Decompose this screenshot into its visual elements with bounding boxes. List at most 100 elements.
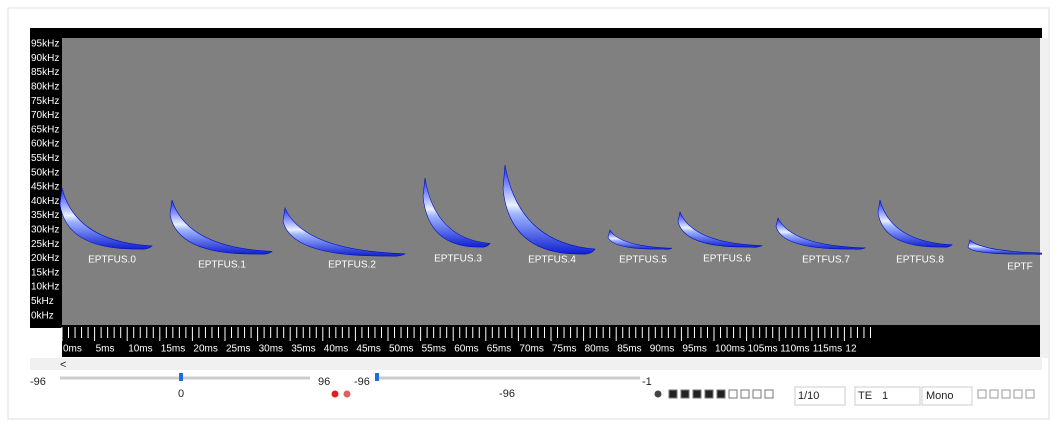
call-contour: [502, 164, 596, 255]
control-text: -1: [642, 376, 652, 388]
y-axis-label: 30kHz: [31, 225, 59, 236]
toolbar-button[interactable]: [1025, 389, 1035, 399]
spectrogram-layer: 0ms 5ms 10ms 15ms 20ms 25ms 30ms 35ms 40ms 45ms 50…: [59, 164, 1042, 355]
y-axis-label: 75kHz: [31, 96, 59, 107]
control-text: 96: [318, 376, 330, 388]
x-axis-label: 0ms: [63, 344, 82, 355]
record-button[interactable]: [343, 390, 351, 398]
x-axis-label: 105ms: [748, 344, 778, 355]
control-text: TE: [858, 390, 872, 402]
x-axis-label: 60ms: [454, 344, 478, 355]
y-axis-label: 0kHz: [31, 310, 54, 321]
y-axis-label: 40kHz: [31, 196, 59, 207]
x-axis-label: 40ms: [324, 344, 348, 355]
control-text: -96: [30, 376, 46, 388]
call-label: EPTFUS.5: [619, 255, 667, 266]
call-contour: [422, 177, 491, 248]
x-axis-label: 12: [845, 344, 857, 355]
toolbar-button[interactable]: [989, 389, 999, 399]
y-axis-strip: [30, 38, 62, 328]
control-text: 0: [178, 388, 184, 400]
call-contour: [677, 210, 764, 248]
call-label: EPTFUS.8: [896, 255, 944, 266]
y-axis-label: 85kHz: [31, 67, 59, 78]
y-axis-label: 50kHz: [31, 167, 59, 178]
y-axis-label: 10kHz: [31, 282, 59, 293]
y-axis-label: 55kHz: [31, 153, 59, 164]
y-axis-label: 70kHz: [31, 110, 59, 121]
call-contour: [967, 239, 1042, 255]
dropdown[interactable]: [921, 386, 973, 406]
x-axis-label: 90ms: [650, 344, 674, 355]
x-axis-label: 5ms: [96, 344, 115, 355]
call-contour: [169, 199, 273, 255]
toolbar-button[interactable]: [764, 389, 774, 399]
x-axis-label: 75ms: [552, 344, 576, 355]
h-scrollbar[interactable]: [30, 358, 1042, 370]
x-axis-label: 110ms: [780, 344, 809, 355]
y-axis-label: 15kHz: [31, 267, 59, 278]
call-label: EPTFUS.2: [328, 260, 376, 271]
y-axis-label: 45kHz: [31, 182, 59, 193]
toolbar-button[interactable]: [752, 389, 762, 399]
y-axis-label: 60kHz: [31, 139, 59, 150]
x-axis-label: 50ms: [389, 344, 413, 355]
toolbar-button[interactable]: [1013, 389, 1023, 399]
record-button[interactable]: [331, 390, 339, 398]
control-text[interactable]: <: [60, 359, 66, 371]
toolbar-button[interactable]: [716, 389, 726, 399]
x-axis-label: 55ms: [422, 344, 446, 355]
y-axis-label: 20kHz: [31, 253, 59, 264]
toolbar-button[interactable]: [740, 389, 750, 399]
x-axis-label: 45ms: [356, 344, 380, 355]
call-label: EPTFUS.0: [88, 255, 136, 266]
y-axis-label: 5kHz: [31, 296, 54, 307]
spectrogram: [62, 38, 1042, 325]
call-contour: [59, 187, 153, 250]
x-axis-label: 15ms: [161, 344, 185, 355]
x-axis-label: 115ms: [813, 344, 842, 355]
toolbar-button[interactable]: [977, 389, 987, 399]
call-contour: [877, 199, 953, 248]
call-label: EPTFUS.1: [198, 260, 246, 271]
call-label: EPTFUS.4: [528, 255, 576, 266]
toolbar-button[interactable]: [654, 390, 662, 398]
toolbar-button[interactable]: [1001, 389, 1011, 399]
x-axis-label: 35ms: [291, 344, 315, 355]
x-axis-label: 85ms: [617, 344, 641, 355]
call-contour: [607, 229, 673, 250]
call-label: EPTFUS.6: [703, 254, 751, 265]
x-axis-label: 65ms: [487, 344, 511, 355]
control-text: 1: [882, 390, 888, 402]
x-axis-label: 100ms: [715, 344, 745, 355]
dropdown[interactable]: [794, 386, 846, 406]
call-contour: [775, 217, 867, 250]
slider-thumb[interactable]: [375, 373, 379, 381]
slider-thumb[interactable]: [179, 373, 183, 381]
control-text: -96: [499, 388, 515, 400]
y-axis-label: 90kHz: [31, 53, 59, 64]
x-axis-label: 20ms: [193, 344, 217, 355]
v-scrollbar[interactable]: [1040, 38, 1048, 358]
toolbar-button[interactable]: [668, 389, 678, 399]
toolbar-button[interactable]: [692, 389, 702, 399]
x-axis-label: 70ms: [519, 344, 543, 355]
x-axis-label: 25ms: [226, 344, 250, 355]
call-contour: [282, 206, 406, 257]
y-axis-label: 25kHz: [31, 239, 59, 250]
control-text: Mono: [926, 390, 954, 402]
y-axis-label: 80kHz: [31, 82, 59, 93]
toolbar-button[interactable]: [728, 389, 738, 399]
toolbar-button[interactable]: [704, 389, 714, 399]
dropdown[interactable]: [854, 386, 921, 406]
call-label: EPTF: [1007, 262, 1033, 273]
x-axis-label: 10ms: [128, 344, 152, 355]
top-bar: [30, 28, 1042, 38]
x-axis-label: 80ms: [585, 344, 609, 355]
control-text: -96: [354, 376, 370, 388]
x-axis-label: 95ms: [682, 344, 706, 355]
y-axis-label: 35kHz: [31, 210, 59, 221]
toolbar-button[interactable]: [680, 389, 690, 399]
